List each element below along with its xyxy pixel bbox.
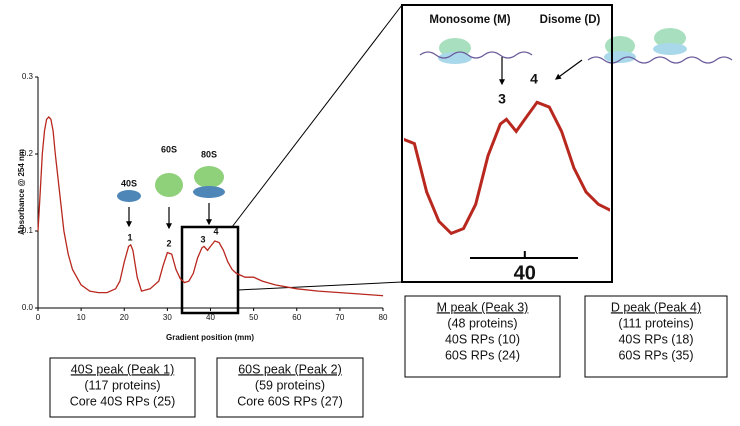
inset-frame — [401, 4, 613, 283]
x-tick-label: 20 — [120, 313, 129, 322]
peak-label: 3 — [200, 234, 205, 244]
subunit-label: 60S — [161, 144, 177, 154]
x-tick-label: 80 — [379, 313, 388, 322]
box-line: 40S RPs (18) — [618, 332, 693, 346]
inset-label: Monosome (M) — [429, 14, 510, 26]
box-title: D peak (Peak 4) — [611, 300, 701, 314]
summary-box — [584, 295, 728, 378]
inset-x-tick-label: 40 — [514, 262, 536, 284]
box-line: Core 40S RPs (25) — [70, 394, 176, 408]
box-line: (117 proteins) — [84, 378, 160, 392]
y-axis-title: Absorbance @ 254 nm — [17, 149, 26, 235]
box-title: 40S peak (Peak 1) — [71, 362, 175, 376]
x-tick-label: 70 — [335, 313, 344, 322]
subunit-label: 40S — [121, 178, 137, 188]
profile-line — [37, 116, 384, 297]
box-line: Core 60S RPs (27) — [237, 394, 343, 408]
x-tick-label: 50 — [249, 313, 258, 322]
y-tick-label: 0.0 — [22, 303, 34, 312]
box-line: 60S RPs (24) — [445, 348, 520, 362]
x-tick-label: 40 — [206, 313, 215, 322]
inset-profile-line — [404, 100, 610, 236]
x-tick-label: 60 — [292, 313, 301, 322]
box-line: 40S RPs (10) — [445, 332, 520, 346]
peak-label: 4 — [213, 226, 218, 236]
zoom-connector — [237, 281, 403, 291]
summary-box — [49, 357, 196, 418]
inset-peak-label: 4 — [530, 71, 538, 87]
peak-label: 1 — [127, 232, 132, 242]
summary-box — [216, 357, 364, 418]
x-tick-label: 0 — [36, 313, 41, 322]
inset-label: Disome (D) — [540, 14, 601, 26]
x-tick-label: 30 — [163, 313, 172, 322]
box-line: (48 proteins) — [447, 316, 517, 330]
zoom-box — [180, 225, 240, 315]
inset-peak-label: 3 — [498, 91, 506, 107]
inset-plot — [404, 100, 610, 236]
box-line: 60S RPs (35) — [618, 348, 693, 362]
box-title: 60S peak (Peak 2) — [238, 362, 342, 376]
zoom-connector — [231, 4, 403, 228]
summary-box — [404, 295, 561, 378]
box-title: M peak (Peak 3) — [437, 300, 529, 314]
peak-label: 2 — [166, 238, 171, 248]
ribosome-icons — [117, 28, 733, 202]
y-tick-label: 0.2 — [22, 149, 34, 158]
x-axis-title: Gradient position (mm) — [166, 333, 254, 342]
box-line: (111 proteins) — [618, 316, 693, 330]
y-tick-label: 0.1 — [22, 226, 34, 235]
subunit-label: 80S — [201, 149, 217, 159]
box-line: (59 proteins) — [255, 378, 325, 392]
arrows — [126, 57, 583, 230]
x-tick-label: 10 — [77, 313, 86, 322]
y-tick-label: 0.3 — [22, 72, 34, 81]
